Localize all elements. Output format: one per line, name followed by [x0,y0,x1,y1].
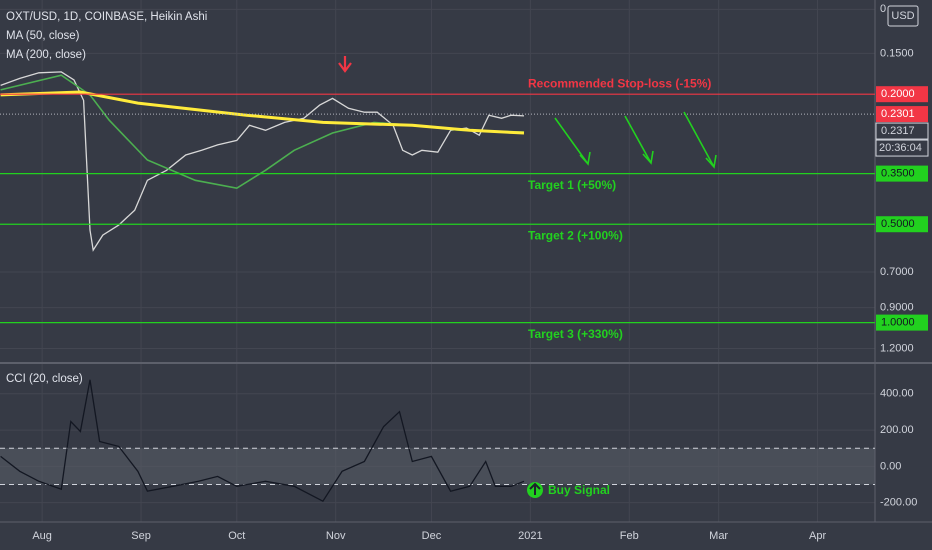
cci-line [0,379,525,503]
y-tick-label: 1.2000 [880,342,914,354]
level-annotation: Target 3 (+330%) [528,327,623,341]
current-price-box [875,122,929,140]
x-tick-label: Apr [809,530,826,542]
y-tick-label: -200.00 [880,497,917,509]
level-tag-box [876,165,928,182]
x-tick-label: Aug [32,530,52,542]
x-tick-label: Sep [131,530,151,542]
buy-icon-arrow [529,482,541,495]
x-tick-label: Dec [422,530,442,542]
level-annotation: Target 1 (+50%) [528,178,616,192]
level-tag-box [876,216,928,233]
last-price-tag-box [876,106,928,123]
sell-arrow [338,56,352,73]
symbol-title: OXT/USD, 1D, COINBASE, Heikin Ashi [6,11,207,23]
y-tick-label: 0.1500 [880,47,914,59]
marks: Aug Sep Oct Nov Dec 2021 Feb Mar Apr 0 0.1500 0.700… [0,3,929,542]
x-tick-label: Mar [709,530,728,542]
cci-label: CCI (20, close) [6,373,83,385]
level-tag: 0.5000 [881,218,915,230]
grid [0,0,875,522]
y-tick-label: 400.00 [880,388,914,400]
level-annotation: Target 2 (+100%) [528,228,623,242]
x-tick-label: Feb [620,530,639,542]
target-arrows [554,111,717,169]
countdown: 20:36:04 [879,142,922,154]
level-tag: 1.0000 [881,317,915,329]
y-tick-label: 0 [880,3,886,15]
ma50-label: MA (50, close) [6,30,80,42]
y-tick-label: 0.00 [880,460,901,472]
level-annotation: Recommended Stop-loss (-15%) [528,76,711,90]
x-tick-label: Oct [228,530,245,542]
y-tick-label: 0.7000 [880,266,914,278]
current-price-tag: 0.2317 [881,125,915,137]
level-tag: 0.2000 [881,88,915,100]
x-tick-label: Nov [326,530,346,542]
level-tag-box [876,86,928,103]
ma200-label: MA (200, close) [6,49,86,61]
level-tag-box [876,314,928,331]
last-price-tag: 0.2301 [881,108,915,120]
x-tick-label: 2021 [518,530,542,542]
level-tag: 0.3500 [881,168,915,180]
countdown-box [875,139,929,157]
arrow [624,115,654,165]
currency-box[interactable] [887,5,919,27]
price-line [0,71,525,252]
arrow [554,117,591,166]
arrow [683,111,717,169]
y-tick-label: 200.00 [880,424,914,436]
y-tick-label: 0.9000 [880,302,914,314]
currency[interactable]: USD [891,10,914,22]
buy-signal: Buy Signal [548,483,610,497]
